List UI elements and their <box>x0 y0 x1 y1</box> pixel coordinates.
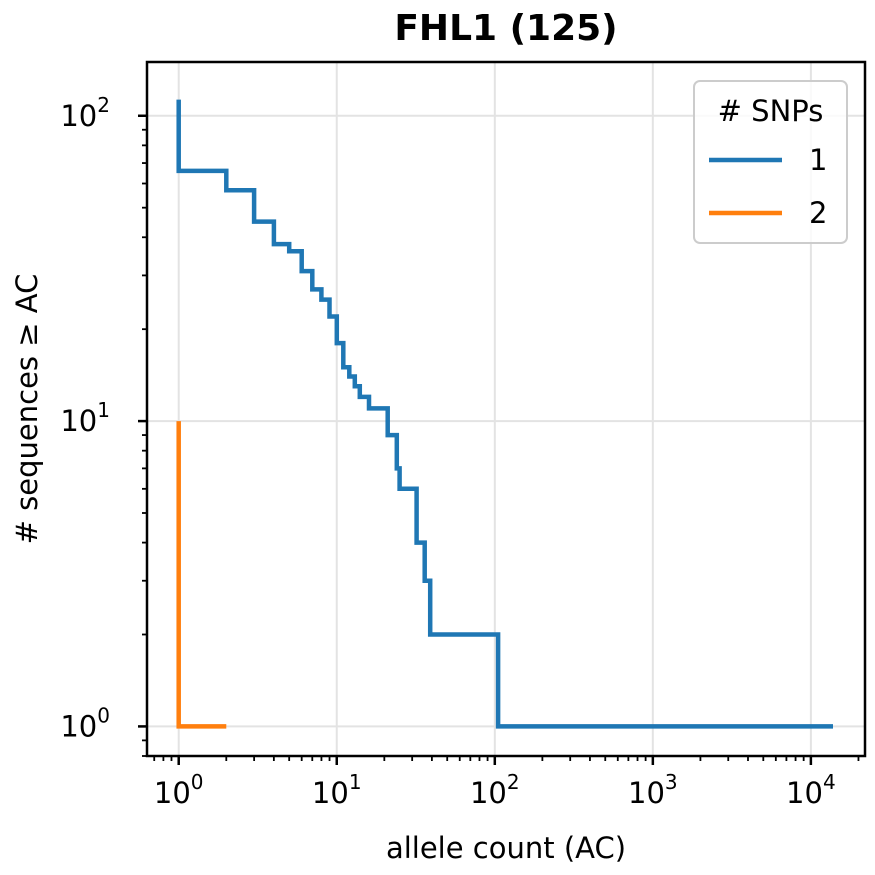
series-line-1 <box>176 99 833 729</box>
y-tick-label-1: 101 <box>60 398 110 438</box>
axes-ticks: 100 101 102 103 104 100 101 102 <box>60 93 860 810</box>
x-tick-label-3: 103 <box>628 770 678 810</box>
chart-title: FHL1 (125) <box>394 8 617 49</box>
plot-frame <box>145 60 867 758</box>
y-tick-label-0: 100 <box>60 703 110 743</box>
plot-area <box>176 99 833 729</box>
x-tick-label-0: 100 <box>154 770 204 810</box>
legend-label-1: 1 <box>809 143 827 177</box>
legend-title: # SNPs <box>718 94 824 128</box>
x-tick-label-4: 104 <box>786 770 836 810</box>
y-axis-label: # sequences ≥ AC <box>10 274 44 545</box>
x-axis-label: allele count (AC) <box>386 831 626 865</box>
legend-label-2: 2 <box>809 196 827 230</box>
y-tick-label-2: 102 <box>60 93 110 133</box>
x-tick-label-1: 101 <box>312 770 362 810</box>
series-line-2 <box>176 421 227 729</box>
legend: # SNPs 1 2 <box>693 80 848 244</box>
x-tick-label-2: 102 <box>470 770 520 810</box>
